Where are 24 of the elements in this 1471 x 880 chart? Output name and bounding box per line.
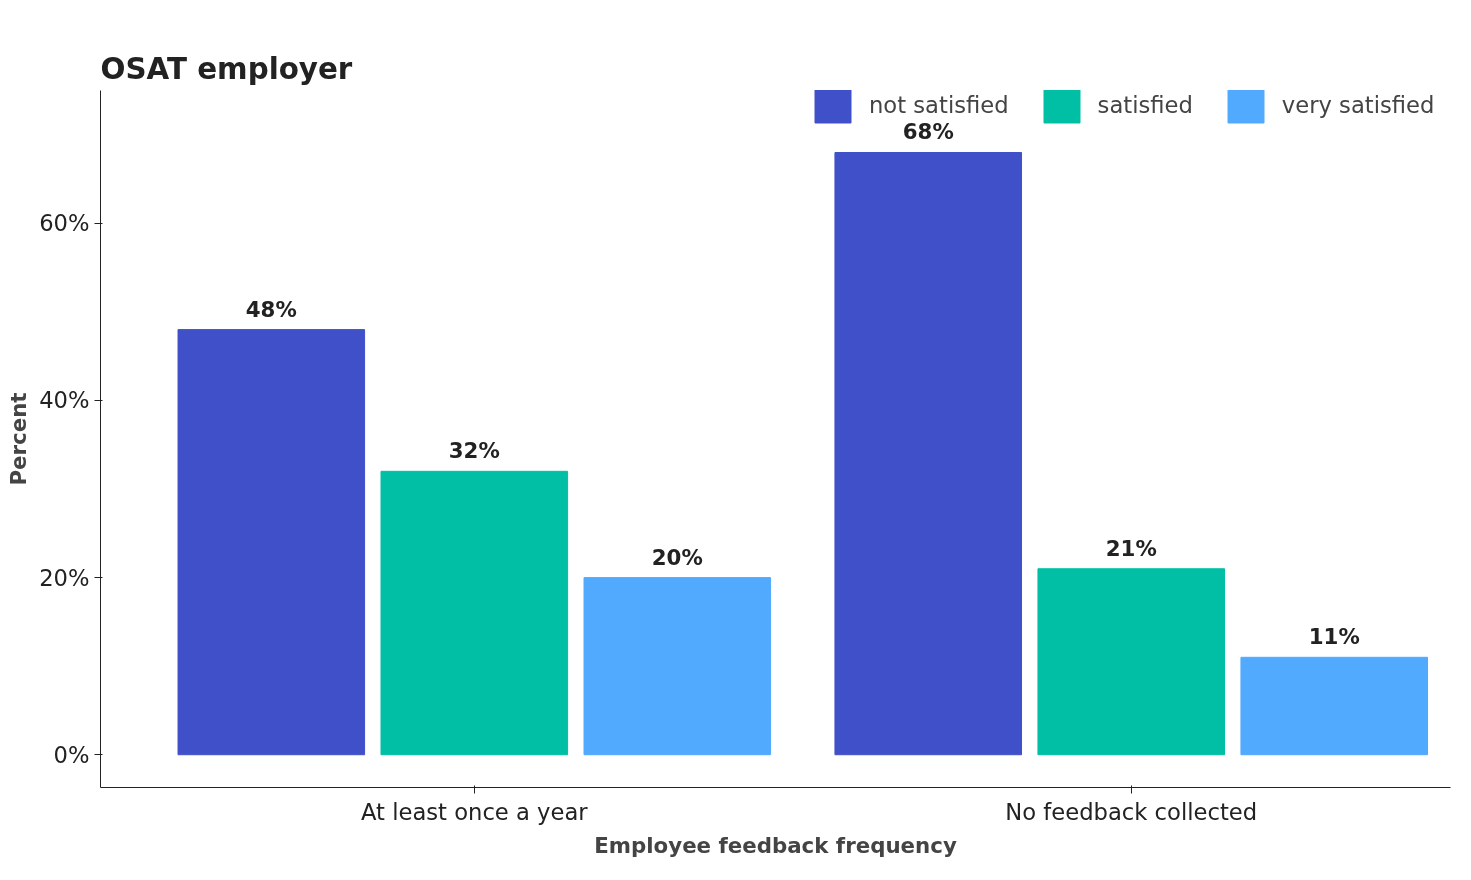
x-axis-title: Employee feedback frequency xyxy=(594,832,957,858)
bar xyxy=(583,577,772,756)
data-label: 11% xyxy=(1308,624,1360,650)
data-label: 21% xyxy=(1105,535,1157,561)
chart-title: OSAT employer xyxy=(100,51,353,86)
legend-label: satisfied xyxy=(1097,90,1193,120)
y-tick-label: 0% xyxy=(53,741,90,768)
y-axis-title: Percent xyxy=(6,392,32,486)
legend-label: not satisfied xyxy=(869,91,1009,118)
data-label: 32% xyxy=(448,438,500,464)
bar xyxy=(834,151,1023,756)
y-tick-label: 60% xyxy=(39,210,90,237)
data-label: 68% xyxy=(902,119,954,145)
bar xyxy=(177,329,366,756)
x-tick-label: No feedback collected xyxy=(1005,798,1258,825)
data-label: 20% xyxy=(651,544,703,570)
bar xyxy=(1037,568,1226,756)
x-tick-label: At least once a year xyxy=(360,798,589,825)
legend-label: very satisfied xyxy=(1281,90,1435,120)
y-tick-label: 40% xyxy=(39,387,90,414)
bar xyxy=(1240,656,1429,756)
bar xyxy=(380,470,569,756)
y-tick-label: 20% xyxy=(39,564,90,591)
data-label: 48% xyxy=(245,296,297,322)
